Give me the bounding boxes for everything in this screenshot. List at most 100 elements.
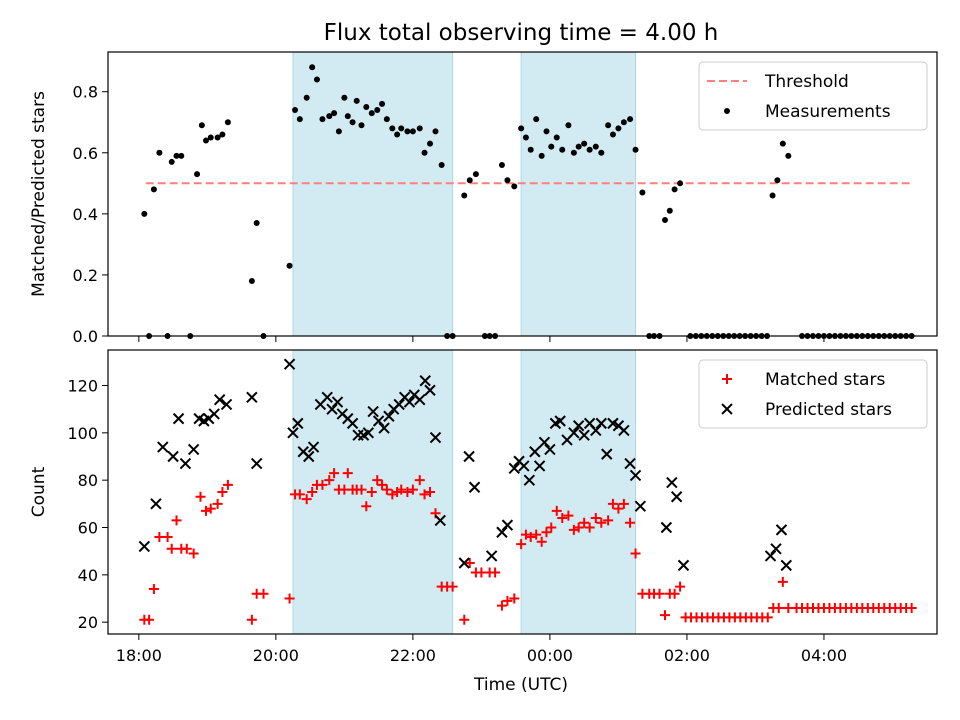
matched-star-point <box>618 498 629 509</box>
matched-star-point <box>546 522 557 533</box>
matched-star-point <box>396 484 407 495</box>
measurement-point <box>379 100 386 107</box>
matched-star-point <box>166 543 177 554</box>
predicted-star-point <box>403 396 416 408</box>
predicted-star-point <box>250 457 263 470</box>
matched-star-point <box>317 479 328 490</box>
matched-star-point <box>557 513 568 524</box>
predicted-star-point <box>601 448 613 460</box>
matched-star-point <box>366 487 377 497</box>
measurement-point <box>214 134 221 141</box>
top-y-tick-label: 0.8 <box>73 83 98 102</box>
measurement-point <box>173 152 180 159</box>
measurement-point <box>472 171 479 178</box>
matched-star-point <box>181 543 192 554</box>
predicted-star-point <box>780 559 792 572</box>
predicted-star-point <box>213 393 226 406</box>
predicted-star-point <box>624 457 636 470</box>
matched-star-point <box>459 614 470 625</box>
legend-entry-label: Predicted stars <box>765 400 892 420</box>
predicted-star-point <box>529 446 541 458</box>
bottom-y-tick-label: 20 <box>78 613 98 632</box>
matched-star-point <box>342 468 353 479</box>
legend-measurement-swatch <box>724 108 730 114</box>
predicted-star-point <box>677 559 690 572</box>
measurement-point <box>194 171 201 178</box>
top-legend: Threshold Measurements <box>698 61 928 131</box>
measurement-point <box>248 278 255 285</box>
measurement-point <box>461 192 468 199</box>
predicted-star-point <box>544 443 556 456</box>
matched-star-point <box>195 491 206 502</box>
measurement-point <box>586 146 593 153</box>
matched-star-point <box>324 475 335 486</box>
predicted-star-point <box>292 417 304 430</box>
predicted-star-point <box>246 391 258 404</box>
matched-star-point <box>496 600 507 611</box>
predicted-star-point <box>501 519 514 531</box>
measurement-point <box>671 186 678 193</box>
bottom-legend: Matched stars Predicted stars <box>698 359 928 429</box>
measurement-point <box>522 134 529 141</box>
measurement-point <box>292 107 299 114</box>
legend-entry-label: Matched stars <box>765 370 885 390</box>
measurement-point <box>309 64 316 71</box>
measurement-point <box>553 134 560 141</box>
predicted-star-point <box>572 420 585 432</box>
matched-star-point <box>596 517 607 528</box>
measurement-point <box>253 220 260 227</box>
bottom-y-tick-label: 80 <box>78 471 98 490</box>
matched-star-point <box>402 487 413 497</box>
predicted-star-point <box>172 412 185 425</box>
matched-star-point <box>541 527 552 538</box>
measurement-point <box>615 125 622 132</box>
measurement-point <box>511 183 518 190</box>
predicted-star-point <box>770 543 782 555</box>
matched-star-point <box>447 581 458 592</box>
measurement-point <box>335 128 342 135</box>
measurement-point <box>156 149 163 156</box>
measurement-point <box>769 192 776 199</box>
predicted-star-point <box>331 396 344 408</box>
top-y-axis-label: Matched/Predicted stars <box>29 91 49 297</box>
bottom-y-axis-label: Count <box>29 466 49 517</box>
predicted-star-point <box>533 460 546 472</box>
matched-star-point <box>590 513 601 524</box>
matched-star-point <box>584 522 595 533</box>
matched-star-point <box>669 588 680 599</box>
bottom-y-tick-label: 100 <box>67 424 98 443</box>
measurement-point <box>605 122 612 129</box>
predicted-star-point <box>496 526 508 538</box>
predicted-star-point <box>590 424 602 437</box>
predicted-star-point <box>468 481 481 493</box>
legend-matched-swatch <box>722 374 732 384</box>
x-tick-label: 22:00 <box>390 646 436 665</box>
predicted-star-point <box>220 398 233 411</box>
legend-entry-label: Threshold <box>764 72 849 92</box>
matched-star-point <box>329 468 340 479</box>
measurement-point <box>296 116 303 123</box>
measurement-point <box>598 149 605 156</box>
matched-star-point <box>625 517 636 528</box>
measurement-point <box>592 143 599 150</box>
top-axes-frame <box>107 51 938 337</box>
predicted-star-point <box>150 498 162 510</box>
matched-star-point <box>531 529 542 540</box>
measurement-point <box>627 116 634 123</box>
predicted-star-point <box>775 524 788 536</box>
predicted-star-point <box>568 427 580 439</box>
predicted-star-point <box>367 405 379 418</box>
bottom-y-tick-label: 60 <box>78 519 98 538</box>
measurement-point <box>432 128 439 135</box>
matched-star-point <box>654 588 665 599</box>
predicted-star-point <box>424 384 436 396</box>
measurement-point <box>313 76 320 83</box>
measurement-point <box>344 113 351 120</box>
measurement-point <box>363 103 370 110</box>
measurement-point <box>620 119 627 126</box>
predicted-star-point <box>538 436 551 449</box>
predicted-star-point <box>393 398 405 411</box>
predicted-star-point <box>670 491 683 503</box>
measurement-point <box>498 161 505 168</box>
matched-star-point <box>162 531 173 542</box>
